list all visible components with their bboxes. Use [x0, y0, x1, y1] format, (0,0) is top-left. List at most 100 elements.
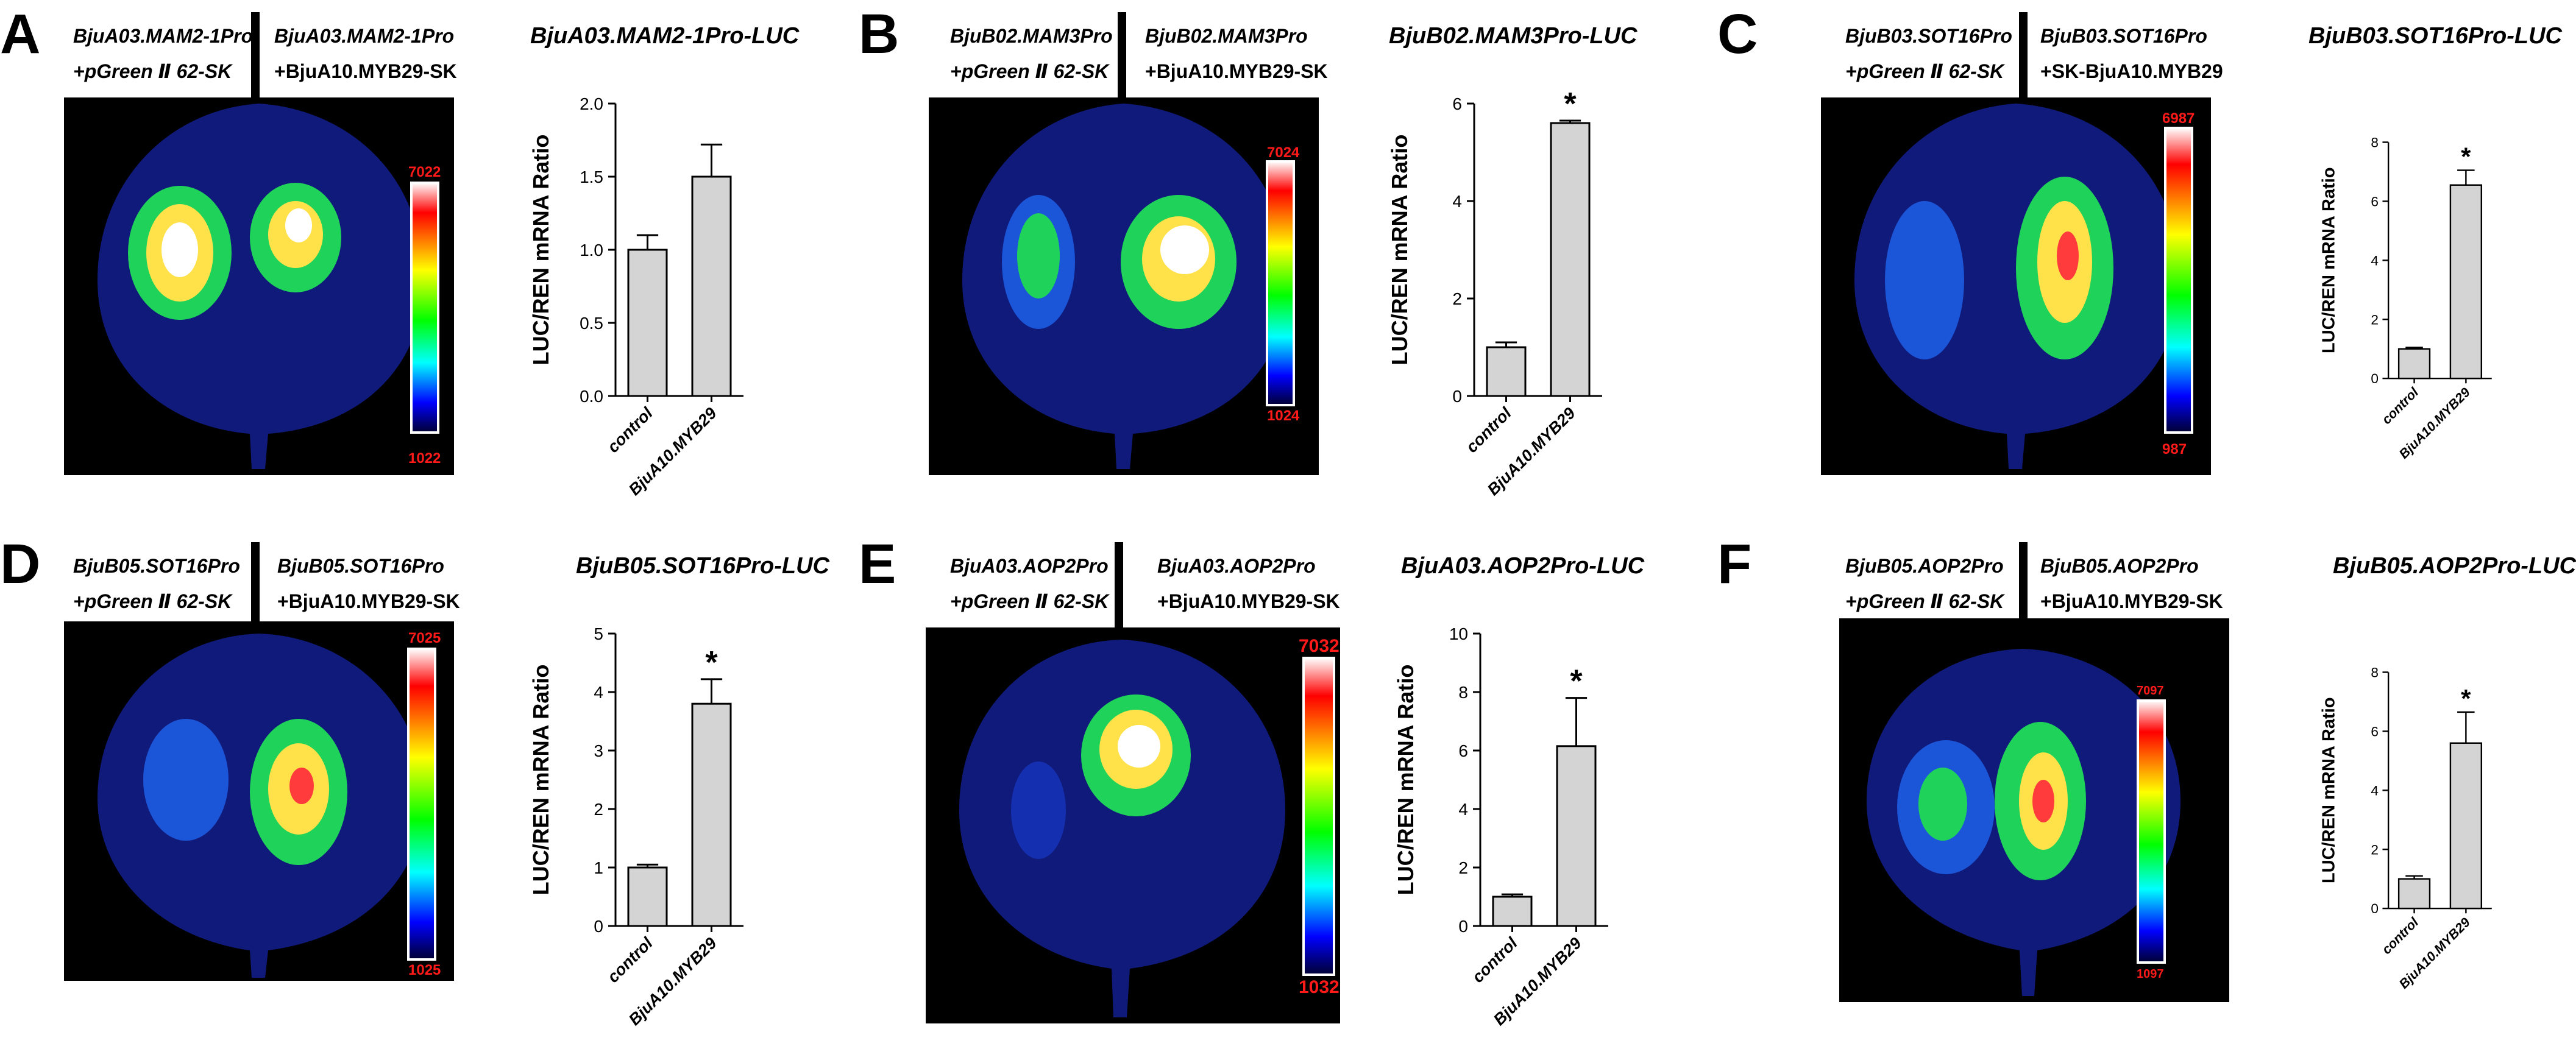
signal-right-hot	[2057, 231, 2079, 280]
y-axis-label: LUC/REN mRNA Ratio	[1387, 135, 1412, 366]
y-tick-label: 0.5	[580, 314, 603, 333]
bar	[1486, 346, 1527, 397]
y-tick-label: 6	[2371, 724, 2379, 739]
panel-f: F BjuB05.AOP2Pro +pGreen Ⅱ 62-SK BjuB05.…	[1717, 530, 2576, 1060]
left-label-2: +pGreen Ⅱ 62-SK	[950, 60, 1109, 82]
scale-max: 7025	[408, 630, 441, 646]
leaf-image-svg: 7097 1097	[1867, 649, 2180, 996]
chart-title: BjuB02.MAM3Pro-LUC	[1389, 23, 1637, 49]
y-tick-label: 0	[1452, 387, 1462, 406]
y-tick-label: 2.0	[580, 94, 603, 113]
right-label-1: BjuB02.MAM3Pro	[1145, 25, 1308, 47]
y-tick-label: 4	[2371, 253, 2379, 268]
bar	[691, 175, 732, 397]
panel-letter: A	[0, 3, 41, 65]
scale-max: 7024	[1267, 144, 1300, 161]
y-tick-label: 4	[594, 683, 603, 702]
panel-a: A BjuA03.MAM2-1Pro +pGreen Ⅱ 62-SK BjuA0…	[0, 0, 859, 530]
right-label-2: +BjuA10.MYB29-SK	[274, 60, 457, 82]
y-axis-label: LUC/REN mRNA Ratio	[1393, 665, 1418, 896]
scale-max: 7022	[408, 164, 441, 180]
left-label-1: BjuB02.MAM3Pro	[950, 25, 1113, 47]
divider	[2019, 12, 2028, 97]
color-scale-bar	[410, 182, 439, 434]
luminescence-image: 7097 1097	[1839, 618, 2229, 1002]
right-label-1: BjuB05.SOT16Pro	[277, 555, 444, 577]
category-label: control	[604, 934, 656, 986]
y-tick-label: 0	[1458, 917, 1468, 936]
panel-b: B BjuB02.MAM3Pro +pGreen Ⅱ 62-SK BjuB02.…	[859, 0, 1717, 530]
bar-chart: LUC/REN mRNA Ratio012345control*BjuA10.M…	[528, 624, 743, 1029]
bar	[2397, 878, 2431, 910]
luminescence-image: 7025 1025	[64, 621, 454, 981]
y-tick-label: 2	[1458, 858, 1468, 877]
right-label-1: BjuB03.SOT16Pro	[2040, 25, 2207, 47]
scale-min: 1097	[2137, 967, 2164, 981]
bar-chart: LUC/REN mRNA Ratio0246810control*BjuA10.…	[1393, 624, 1608, 1029]
divider	[1118, 12, 1126, 97]
y-tick-label: 2	[1452, 289, 1462, 308]
y-tick-label: 0	[594, 917, 603, 936]
bar	[691, 702, 732, 927]
right-label-2: +BjuA10.MYB29-SK	[1157, 590, 1340, 612]
signal-left-core	[1017, 213, 1060, 299]
bar-chart: LUC/REN mRNA Ratio0246control*BjuA10.MYB…	[1387, 91, 1602, 499]
signal-right-hot	[1160, 225, 1209, 274]
right-label-1: BjuB05.AOP2Pro	[2040, 555, 2199, 577]
chart-title: BjuB05.AOP2Pro-LUC	[2333, 553, 2576, 579]
left-label-1: BjuB05.SOT16Pro	[73, 555, 240, 577]
y-tick-label: 2	[2371, 842, 2379, 857]
signal-right-hot	[2032, 780, 2054, 822]
y-axis-label: LUC/REN mRNA Ratio	[2319, 697, 2338, 883]
y-tick-label: 8	[1458, 683, 1468, 702]
luminescence-image: 7024 1024	[929, 97, 1319, 475]
signal-right-hot	[1118, 725, 1160, 768]
divider	[2019, 542, 2028, 627]
panel-letter: D	[0, 533, 41, 595]
divider	[251, 12, 260, 97]
leaf-shape	[959, 640, 1285, 1017]
luminescence-image: 7022 1022	[64, 97, 454, 475]
panel-letter: C	[1717, 3, 1758, 65]
scale-max: 7032	[1299, 636, 1339, 656]
right-label-2: +BjuA10.MYB29-SK	[277, 590, 460, 612]
y-tick-label: 6	[1452, 94, 1462, 113]
y-tick-label: 6	[2371, 194, 2379, 209]
chart-title: BjuB03.SOT16Pro-LUC	[2308, 23, 2562, 49]
color-scale-bar	[1302, 657, 1335, 976]
leaf-image-svg: 7025 1025	[98, 630, 441, 978]
scale-min: 1032	[1299, 977, 1339, 997]
bar-chart: LUC/REN mRNA Ratio 0.0 0.5 1.0 1.5 2.0 control…	[528, 94, 743, 499]
significance-mark: *	[705, 645, 718, 680]
scale-max: 6987	[2162, 110, 2195, 127]
signal-left	[143, 719, 229, 841]
chart-title: BjuA03.AOP2Pro-LUC	[1401, 553, 1645, 579]
y-tick-label: 0	[2371, 371, 2379, 386]
y-tick-label: 4	[1458, 800, 1468, 819]
y-tick-label: 0.0	[580, 387, 603, 406]
y-tick-label: 4	[2371, 783, 2379, 798]
y-tick-label: 0	[2371, 901, 2379, 916]
y-tick-label: 5	[594, 624, 603, 643]
luminescence-image: 6987 987	[1821, 97, 2211, 475]
bar	[2449, 742, 2483, 910]
signal-left-core	[1918, 768, 1967, 841]
leaf-image-svg: 6987 987	[1854, 104, 2195, 469]
scale-min: 1024	[1267, 408, 1300, 424]
divider	[1115, 542, 1123, 627]
y-axis-label: LUC/REN mRNA Ratio	[528, 665, 553, 896]
left-label-2: +pGreen Ⅱ 62-SK	[73, 60, 232, 82]
scale-max: 7097	[2137, 684, 2164, 698]
right-label-2: +SK-BjuA10.MYB29	[2040, 60, 2223, 82]
panel-d: D BjuB05.SOT16Pro +pGreen Ⅱ 62-SK BjuB05…	[0, 530, 859, 1060]
y-tick-label: 6	[1458, 741, 1468, 760]
signal-left-hot	[161, 222, 198, 277]
significance-mark: *	[2461, 684, 2471, 713]
y-axis-label: LUC/REN mRNA Ratio	[528, 135, 553, 366]
y-tick-label: 1.0	[580, 241, 603, 260]
bar-chart: LUC/REN mRNA Ratio02468control*BjuA10.MY…	[2319, 665, 2492, 992]
significance-mark: *	[1570, 664, 1583, 699]
left-label-1: BjuA03.AOP2Pro	[950, 555, 1109, 577]
y-tick-label: 8	[2371, 135, 2379, 150]
color-scale-bar	[2137, 699, 2166, 964]
